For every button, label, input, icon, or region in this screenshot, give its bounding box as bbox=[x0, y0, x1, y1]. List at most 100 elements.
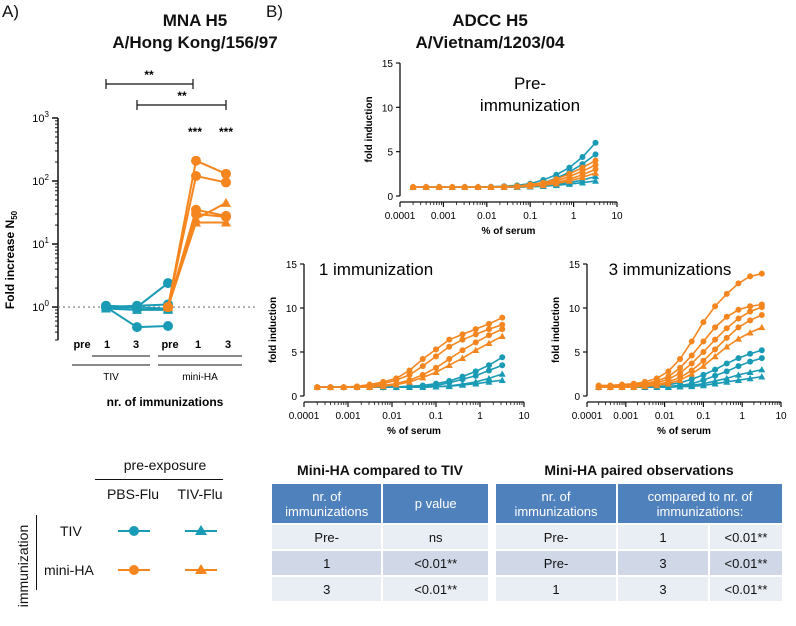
adcc-point-6-10 bbox=[446, 356, 453, 363]
chart-title: 3 immunizations bbox=[609, 260, 732, 279]
y-tick-label: 10 bbox=[382, 103, 394, 114]
legend-marker-minha-tiv bbox=[195, 564, 207, 574]
adcc-point-3-7 bbox=[406, 383, 414, 390]
adcc-point-1-13 bbox=[747, 358, 754, 365]
adcc-point-7-5 bbox=[379, 382, 387, 390]
adcc-point-5-11 bbox=[459, 336, 466, 343]
adcc-point-5-10 bbox=[712, 324, 719, 331]
mna-point-1-5-0 bbox=[163, 302, 173, 312]
mna-point-0-1-2 bbox=[163, 321, 173, 332]
adcc-point-5-8 bbox=[419, 363, 426, 370]
y-tick-label: 15 bbox=[569, 260, 581, 271]
adcc-point-7-1 bbox=[422, 183, 430, 190]
legend-marker-tiv-pbs bbox=[129, 526, 139, 536]
adcc-point-6-12 bbox=[472, 339, 479, 346]
adcc-point-6-9 bbox=[700, 349, 707, 355]
adcc-point-0-13 bbox=[579, 153, 586, 160]
adcc-point-1-10 bbox=[712, 372, 719, 379]
adcc-point-2-14 bbox=[758, 366, 766, 373]
adcc-point-3-12 bbox=[472, 378, 480, 385]
table-row: Pre- ns bbox=[272, 524, 490, 551]
legend-row-tiv: TIV bbox=[60, 523, 82, 539]
adcc-point-7-11 bbox=[458, 354, 466, 361]
legend: pre-exposure PBS-Flu TIV-Flu immunizatio… bbox=[0, 455, 260, 607]
group-label-minha: mini-HA bbox=[182, 372, 218, 383]
table-row: 1 <0.01** bbox=[272, 550, 490, 577]
x-tick-label: 1 bbox=[739, 411, 745, 422]
adcc-point-8-9 bbox=[699, 362, 707, 369]
legend-symbols bbox=[118, 525, 217, 575]
adcc-point-5-13 bbox=[747, 303, 754, 310]
adcc-point-3-14 bbox=[758, 373, 766, 380]
adcc-point-6-14 bbox=[499, 326, 506, 333]
adcc-point-6-11 bbox=[459, 347, 466, 354]
adcc-point-7-8 bbox=[688, 367, 695, 374]
adcc-point-4-8 bbox=[419, 356, 426, 363]
y-axis-title: fold induction bbox=[268, 297, 279, 363]
adcc-point-8-13 bbox=[746, 329, 754, 336]
adcc-point-0-13 bbox=[485, 362, 492, 369]
mna-point-0-0-2 bbox=[163, 278, 173, 289]
table2-cell: 1 bbox=[617, 524, 710, 551]
table2-cell: <0.01** bbox=[709, 524, 784, 551]
legend-marker-minha-pbs bbox=[129, 565, 139, 575]
x-tick-label: 1 bbox=[195, 339, 201, 351]
adcc-point-4-12 bbox=[735, 280, 742, 287]
adcc-point-8-2 bbox=[618, 383, 626, 390]
chart-title-line2: immunization bbox=[480, 96, 580, 115]
adcc-point-7-13 bbox=[485, 339, 493, 346]
legend-header: pre-exposure bbox=[123, 457, 207, 473]
adcc-point-0-11 bbox=[723, 360, 730, 367]
x-tick-label: 1 bbox=[477, 411, 483, 422]
adcc-point-7-2 bbox=[340, 383, 348, 390]
adcc-point-5-14 bbox=[499, 321, 506, 328]
adcc-point-7-9 bbox=[432, 368, 440, 376]
adcc-point-4-14 bbox=[499, 314, 506, 321]
adcc-point-7-5 bbox=[474, 183, 482, 190]
y-tick-label: 10 bbox=[286, 304, 298, 315]
adcc-point-4-10 bbox=[446, 336, 453, 343]
adcc-point-0-12 bbox=[735, 355, 742, 362]
adcc-point-7-4 bbox=[461, 183, 469, 190]
adcc-point-7-10 bbox=[712, 346, 719, 353]
adcc-point-5-12 bbox=[735, 306, 742, 313]
adcc-point-8-4 bbox=[641, 382, 649, 390]
adcc-point-5-10 bbox=[446, 343, 453, 350]
adcc-point-3-10 bbox=[711, 380, 719, 387]
adcc-point-7-0 bbox=[409, 183, 417, 190]
adcc-point-4-7 bbox=[677, 356, 684, 363]
adcc-title-line2: A/Vietnam/1203/04 bbox=[415, 33, 565, 52]
adcc-point-4-8 bbox=[688, 338, 695, 345]
adcc-point-2-13 bbox=[485, 378, 493, 385]
mna-point-1-0-2 bbox=[221, 168, 231, 179]
table2-cell: 1 bbox=[496, 576, 618, 603]
x-tick-label: 0.1 bbox=[696, 411, 710, 422]
adcc-point-1-14 bbox=[758, 355, 765, 362]
adcc-point-7-7 bbox=[500, 183, 508, 190]
x-tick-label: 10 bbox=[775, 411, 787, 422]
adcc-point-0-14 bbox=[758, 347, 765, 354]
adcc-point-0-14 bbox=[592, 139, 599, 146]
table1-cell: ns bbox=[382, 524, 490, 551]
sig-bracket-2-label: ** bbox=[177, 89, 187, 103]
adcc-point-3-6 bbox=[664, 383, 672, 390]
mna-ylabel: Fold increase N50 bbox=[3, 210, 19, 309]
adcc-point-8-0 bbox=[595, 383, 603, 390]
legend-col-tiv: TIV-Flu bbox=[177, 486, 223, 502]
adcc-point-5-12 bbox=[472, 331, 479, 338]
table2-header-2: compared to nr. of immunizations: bbox=[617, 484, 784, 525]
adcc-point-7-11 bbox=[552, 180, 560, 187]
table2-cell: <0.01** bbox=[709, 550, 784, 577]
x-axis-title: % of serum bbox=[657, 426, 711, 437]
y-tick-label: 101 bbox=[32, 236, 49, 251]
y-tick-label: 0 bbox=[387, 192, 393, 203]
adcc-point-7-13 bbox=[747, 317, 754, 324]
adcc-point-0-14 bbox=[499, 354, 506, 361]
adcc-point-0-12 bbox=[472, 368, 479, 375]
table1-cell: <0.01** bbox=[382, 576, 490, 603]
y-axis-title: fold induction bbox=[364, 96, 375, 162]
adcc-point-2-11 bbox=[723, 374, 731, 382]
adcc-point-7-6 bbox=[487, 183, 495, 190]
y-tick-label: 5 bbox=[291, 348, 297, 359]
